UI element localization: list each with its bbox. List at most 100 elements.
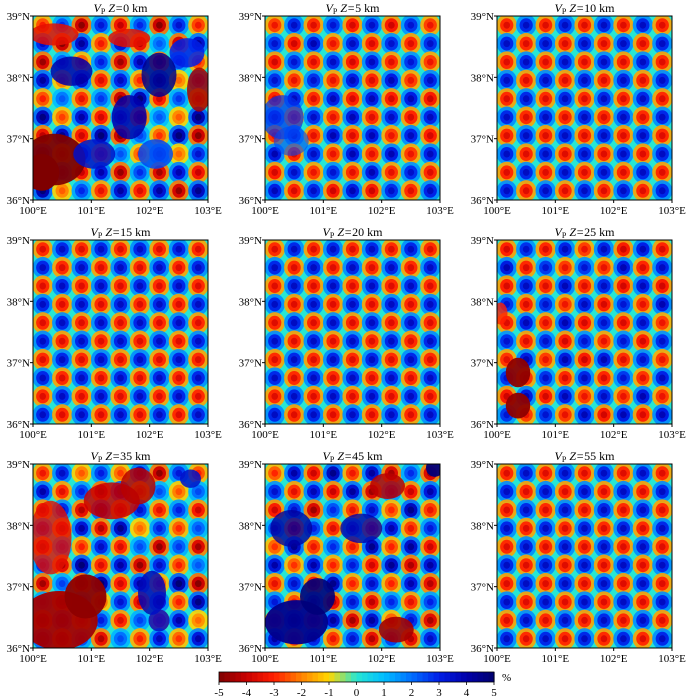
panel-title: VP Z=55 km bbox=[555, 449, 616, 464]
lon-tick-label: 100°E bbox=[251, 429, 279, 441]
lon-tick-label: 100°E bbox=[483, 205, 511, 217]
panel-title: VP Z=20 km bbox=[323, 225, 384, 240]
lat-tick-label: 38°N bbox=[239, 520, 262, 532]
lat-tick-label: 39°N bbox=[239, 459, 262, 471]
colorbar-tick-label: -1 bbox=[324, 687, 333, 699]
colorbar-segment bbox=[422, 672, 429, 682]
map-frame bbox=[32, 239, 209, 425]
lon-tick-label: 102°E bbox=[600, 205, 628, 217]
panel-title: VP Z=35 km bbox=[91, 449, 152, 464]
panel-depth-5: VP Z=5 km 100°E 101°E 102°E 103°E 39°N 38°N 37°… bbox=[239, 1, 454, 217]
colorbar-segment bbox=[263, 672, 270, 682]
velocity-anomaly-map bbox=[497, 16, 672, 200]
panel-title: VP Z=5 km bbox=[326, 1, 381, 16]
lon-tick-label: 102°E bbox=[136, 429, 164, 441]
velocity-anomaly-map bbox=[265, 464, 440, 648]
colorbar-segment bbox=[389, 672, 396, 682]
colorbar-segment bbox=[466, 672, 473, 682]
colorbar-segment bbox=[417, 672, 424, 682]
lat-tick-label: 37°N bbox=[7, 358, 30, 370]
lon-tick-label: 101°E bbox=[78, 429, 106, 441]
colorbar-tick-label: 1 bbox=[381, 687, 387, 699]
colorbar-segment bbox=[268, 672, 275, 682]
panel-grid: VP Z=0 km 100°E 101°E 102°E 103°E 39°N 38°N 37°… bbox=[7, 1, 686, 665]
panel-title: VP Z=15 km bbox=[91, 225, 152, 240]
panel-title: VP Z=0 km bbox=[94, 1, 149, 16]
colorbar-segment bbox=[384, 672, 391, 682]
lon-tick-label: 101°E bbox=[310, 205, 338, 217]
lat-tick-label: 36°N bbox=[7, 419, 30, 431]
colorbar-segment bbox=[428, 672, 435, 682]
lon-tick-label: 100°E bbox=[483, 429, 511, 441]
velocity-anomaly-map bbox=[33, 240, 208, 424]
lon-tick-label: 100°E bbox=[251, 653, 279, 665]
lat-tick-label: 36°N bbox=[239, 643, 262, 655]
lat-tick-label: 39°N bbox=[471, 459, 494, 471]
colorbar-tick-label: -2 bbox=[297, 687, 306, 699]
lat-tick-label: 36°N bbox=[471, 643, 494, 655]
lat-tick-label: 37°N bbox=[239, 582, 262, 594]
map-frame bbox=[264, 15, 441, 201]
panel-title: VP Z=10 km bbox=[555, 1, 616, 16]
lat-tick-label: 39°N bbox=[239, 11, 262, 23]
panel-depth-55: VP Z=55 km 100°E 101°E 102°E 103°E 39°N 38°N 37… bbox=[471, 449, 686, 665]
colorbar-segment bbox=[406, 672, 413, 682]
lon-tick-label: 102°E bbox=[368, 429, 396, 441]
colorbar-tick-label: 2 bbox=[409, 687, 415, 699]
colorbar-tick-label: 5 bbox=[491, 687, 497, 699]
map-frame bbox=[496, 15, 673, 201]
colorbar-segment bbox=[455, 672, 462, 682]
velocity-anomaly-map bbox=[265, 16, 440, 200]
panel-depth-20: VP Z=20 km 100°E 101°E 102°E 103°E 39°N 38°N 37… bbox=[239, 225, 454, 441]
colorbar-segment bbox=[290, 672, 297, 682]
panel-depth-10: VP Z=10 km 100°E 101°E 102°E 103°E 39°N 38°N 37… bbox=[471, 1, 686, 217]
map-frame bbox=[32, 15, 209, 201]
map-frame bbox=[264, 463, 441, 649]
colorbar-segment bbox=[296, 672, 303, 682]
lon-tick-label: 102°E bbox=[368, 653, 396, 665]
colorbar-segment bbox=[329, 672, 336, 682]
lon-tick-label: 101°E bbox=[78, 653, 106, 665]
lat-tick-label: 37°N bbox=[239, 358, 262, 370]
lat-tick-label: 38°N bbox=[239, 72, 262, 84]
lon-tick-label: 103°E bbox=[194, 653, 222, 665]
colorbar-segment bbox=[318, 672, 325, 682]
colorbar-segment bbox=[252, 672, 259, 682]
lat-tick-label: 37°N bbox=[471, 582, 494, 594]
colorbar-segment bbox=[444, 672, 451, 682]
colorbar-segment bbox=[472, 672, 479, 682]
lon-tick-label: 101°E bbox=[78, 205, 106, 217]
colorbar-segment bbox=[307, 672, 314, 682]
colorbar-tick-label: -3 bbox=[269, 687, 279, 699]
colorbar-segment bbox=[433, 672, 440, 682]
panel-depth-35: VP Z=35 km 100°E 101°E 102°E 103°E 39°N 38°N 37… bbox=[7, 449, 222, 665]
lon-tick-label: 102°E bbox=[368, 205, 396, 217]
lon-tick-label: 100°E bbox=[251, 205, 279, 217]
colorbar-segment bbox=[378, 672, 385, 682]
colorbar-segment bbox=[340, 672, 347, 682]
colorbar-segment bbox=[356, 672, 363, 682]
lon-tick-label: 101°E bbox=[542, 429, 570, 441]
lon-tick-label: 100°E bbox=[19, 205, 47, 217]
velocity-anomaly-map bbox=[265, 240, 440, 424]
colorbar-segment bbox=[334, 672, 341, 682]
colorbar-segment bbox=[373, 672, 380, 682]
lat-tick-label: 37°N bbox=[471, 134, 494, 146]
colorbar-segment bbox=[230, 672, 237, 682]
colorbar-segment bbox=[400, 672, 407, 682]
colorbar-tick-label: -5 bbox=[214, 687, 224, 699]
colorbar-tick-label: -4 bbox=[242, 687, 252, 699]
lat-tick-label: 38°N bbox=[7, 72, 30, 84]
panel-title: VP Z=25 km bbox=[555, 225, 616, 240]
lat-tick-label: 37°N bbox=[471, 358, 494, 370]
colorbar-segment bbox=[224, 672, 231, 682]
colorbar-segment bbox=[345, 672, 352, 682]
lon-tick-label: 103°E bbox=[658, 429, 686, 441]
lon-tick-label: 103°E bbox=[194, 429, 222, 441]
velocity-anomaly-map bbox=[33, 464, 208, 648]
colorbar-segment bbox=[351, 672, 358, 682]
panel-depth-15: VP Z=15 km 100°E 101°E 102°E 103°E 39°N 38°N 37… bbox=[7, 225, 222, 441]
lat-tick-label: 38°N bbox=[471, 72, 494, 84]
lon-tick-label: 102°E bbox=[600, 429, 628, 441]
